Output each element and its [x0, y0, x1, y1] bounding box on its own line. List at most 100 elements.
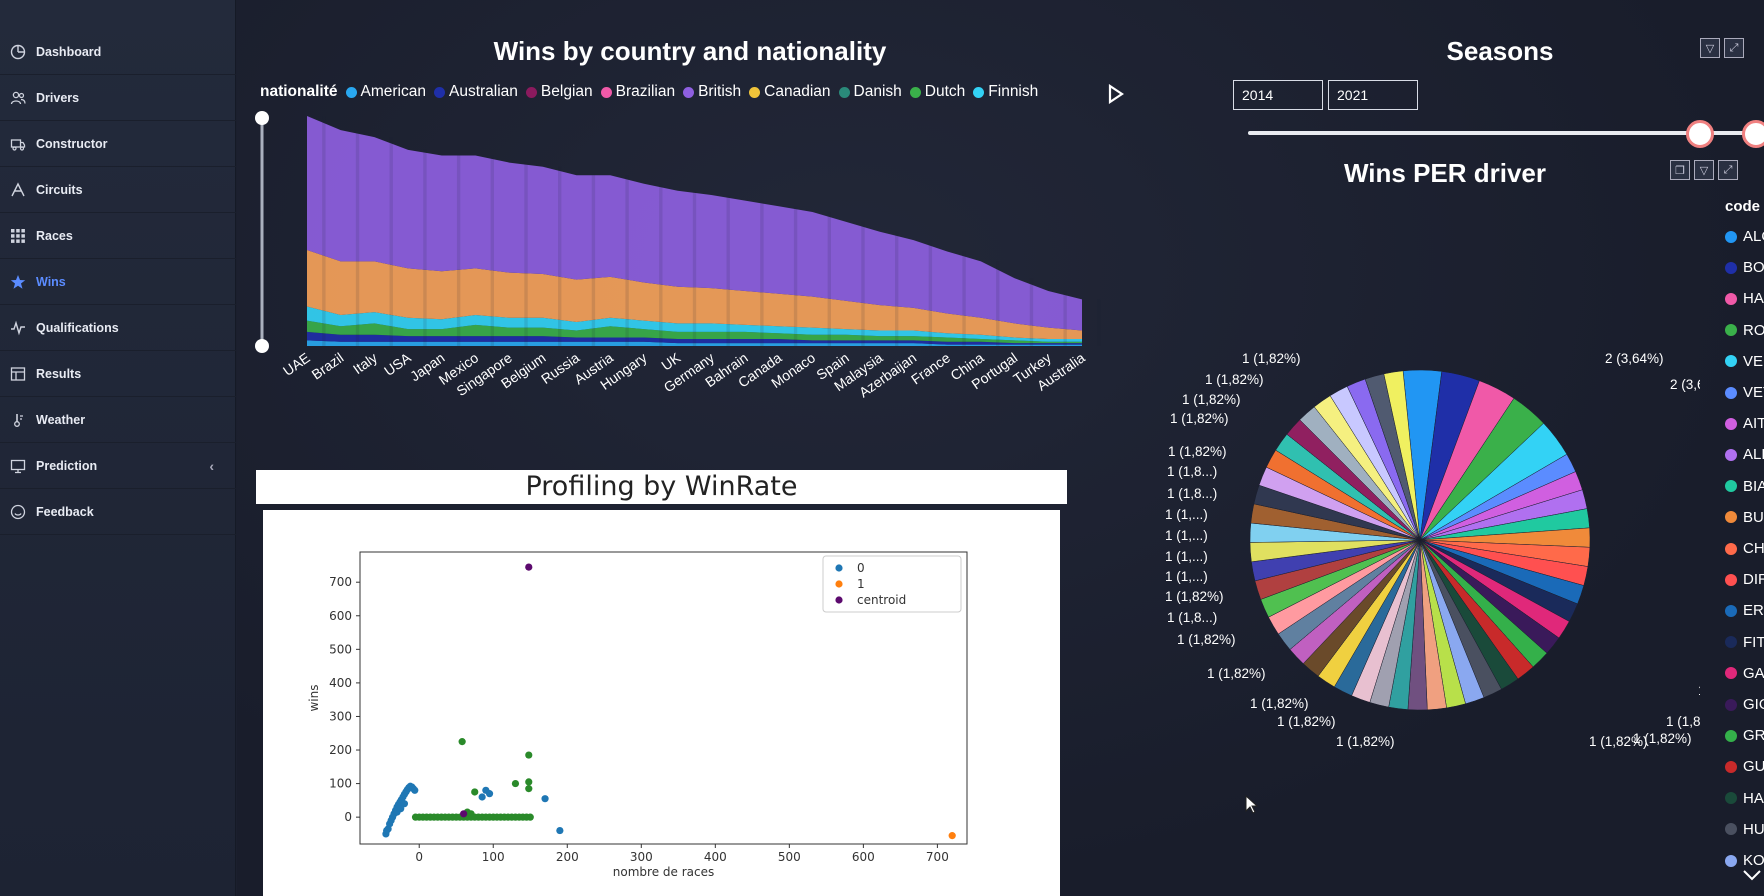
- sidebar-item-weather[interactable]: Weather: [0, 397, 236, 443]
- code-legend-item[interactable]: CHI: [1725, 540, 1764, 557]
- scatter-point: [948, 832, 956, 840]
- y-axis-label: wins: [307, 684, 321, 711]
- season-to-input[interactable]: 2021: [1328, 80, 1418, 110]
- legend-dot: [1725, 667, 1737, 680]
- area-series-british[interactable]: [307, 116, 1082, 331]
- area-series-finnish[interactable]: [307, 306, 1082, 342]
- monitor-icon: [10, 459, 26, 473]
- sidebar: Dashboard Drivers Constructor Circuits R…: [0, 0, 236, 896]
- code-legend-item[interactable]: AIT: [1725, 415, 1764, 432]
- pie-data-label: 1 (1,82%): [1182, 392, 1241, 407]
- expand-icon[interactable]: ⤢: [1724, 38, 1744, 58]
- zoom-slider-top-handle[interactable]: [255, 111, 269, 125]
- table-icon: [10, 366, 26, 381]
- legend-dot: [1725, 386, 1737, 399]
- sidebar-item-label: Qualifications: [36, 320, 119, 335]
- legend-entry-canadian[interactable]: Canadian: [749, 83, 831, 101]
- code-legend-item[interactable]: GRO: [1725, 727, 1764, 744]
- sidebar-item-results[interactable]: Results: [0, 351, 236, 397]
- code-label: GRO: [1743, 727, 1764, 745]
- area-series-australian[interactable]: [307, 331, 1082, 345]
- filter-icon[interactable]: ▽: [1700, 38, 1720, 58]
- pie-data-label: 1 (1,...): [1165, 569, 1208, 584]
- legend-dot: [749, 86, 761, 98]
- code-legend-item[interactable]: BUT: [1725, 509, 1764, 526]
- profiling-scatter-chart: 0 100 200 300 400 500 600 700 0 100 200 300 400 500 60…: [307, 551, 968, 879]
- pie-slice[interactable]: [1383, 370, 1421, 541]
- sidebar-item-drivers[interactable]: Drivers: [0, 75, 236, 121]
- pie-data-label: 1 (1,82%): [1666, 714, 1700, 729]
- sidebar-item-prediction[interactable]: Prediction ‹: [0, 443, 236, 489]
- code-legend-item[interactable]: HUL: [1725, 821, 1764, 838]
- sidebar-item-feedback[interactable]: Feedback: [0, 489, 236, 535]
- code-legend-item[interactable]: BIA: [1725, 478, 1764, 495]
- code-legend-item[interactable]: VET: [1725, 384, 1764, 401]
- zoom-slider-bottom-handle[interactable]: [255, 339, 269, 353]
- scatter-legend: [822, 555, 962, 613]
- copy-icon[interactable]: ❐: [1670, 160, 1690, 180]
- area-series-canadian-orange[interactable]: [307, 250, 1082, 339]
- pie-data-label: 1 (1,82%): [1589, 734, 1648, 749]
- sidebar-item-wins[interactable]: Wins: [0, 259, 236, 305]
- legend-entry-brazilian[interactable]: Brazilian: [600, 83, 675, 101]
- legend-entry-american[interactable]: American: [345, 83, 426, 101]
- code-legend-item[interactable]: HAM: [1725, 290, 1764, 307]
- sidebar-item-qualifications[interactable]: Qualifications: [0, 305, 236, 351]
- legend-label: Danish: [853, 83, 902, 100]
- code-legend-item[interactable]: GIO: [1725, 696, 1764, 713]
- area-series-dutch[interactable]: [307, 320, 1082, 344]
- legend-entry-british[interactable]: British: [683, 83, 741, 101]
- scroll-down-icon[interactable]: [1742, 868, 1762, 882]
- legend-entry-belgian[interactable]: Belgian: [525, 83, 593, 101]
- code-legend-item[interactable]: ERI: [1725, 602, 1764, 619]
- code-legend-item[interactable]: BOT: [1725, 259, 1764, 276]
- legend-dot: [1725, 854, 1737, 867]
- legend-entry-finnish[interactable]: Finnish: [973, 83, 1038, 101]
- code-legend-item[interactable]: ROS: [1725, 322, 1764, 339]
- sidebar-item-circuits[interactable]: Circuits: [0, 167, 236, 213]
- y-tick-label: 400: [329, 676, 352, 690]
- scatter-point: [458, 738, 466, 746]
- sidebar-item-races[interactable]: Races: [0, 213, 236, 259]
- season-from-input[interactable]: 2014: [1233, 80, 1323, 110]
- code-legend-title: code: [1725, 198, 1761, 215]
- ribbon-gap: [894, 231, 899, 346]
- code-legend-item[interactable]: DIR: [1725, 571, 1764, 588]
- ribbon-gap: [558, 166, 562, 346]
- x-tick-label: 300: [630, 850, 653, 864]
- scatter-point: [525, 563, 533, 571]
- legend-dot: [1725, 261, 1737, 274]
- pie-data-label: 1 (1,...): [1165, 549, 1208, 564]
- legend-label: Dutch: [924, 83, 966, 100]
- sidebar-item-label: Dashboard: [36, 44, 102, 59]
- code-label: HUL: [1743, 820, 1764, 838]
- code-label: BOT: [1743, 259, 1764, 277]
- chevron-left-icon[interactable]: ‹: [209, 458, 214, 474]
- season-slider-thumb-end[interactable]: [1742, 120, 1764, 148]
- ribbon-gap: [861, 221, 865, 346]
- legend-entry-australian[interactable]: Australian: [433, 83, 518, 101]
- sidebar-item-constructor[interactable]: Constructor: [0, 121, 236, 167]
- code-legend-item[interactable]: GUT: [1725, 758, 1764, 775]
- legend-entry-danish[interactable]: Danish: [838, 83, 902, 101]
- season-slider-thumb-start[interactable]: [1686, 120, 1714, 148]
- code-legend-item[interactable]: GAS: [1725, 665, 1764, 682]
- filter-icon[interactable]: ▽: [1694, 160, 1714, 180]
- code-legend-item[interactable]: HAR: [1725, 790, 1764, 807]
- sidebar-item-dashboard[interactable]: Dashboard: [0, 29, 236, 75]
- code-legend-item[interactable]: KOB: [1725, 852, 1764, 869]
- mouse-cursor-icon: [1245, 795, 1259, 814]
- expand-icon[interactable]: ⤢: [1718, 160, 1738, 180]
- sidebar-item-label: Feedback: [36, 504, 94, 519]
- code-legend-item[interactable]: FIT: [1725, 634, 1764, 651]
- play-icon[interactable]: [1108, 84, 1124, 104]
- ribbon-gap: [355, 130, 360, 346]
- season-slider-track[interactable]: [1248, 131, 1758, 135]
- code-legend-item[interactable]: VER: [1725, 353, 1764, 370]
- dashboard-icon: [10, 44, 26, 59]
- legend-label: Australian: [448, 83, 518, 100]
- code-legend-item[interactable]: ALO: [1725, 228, 1764, 245]
- code-legend-item[interactable]: ALB: [1725, 446, 1764, 463]
- legend-entry-dutch[interactable]: Dutch: [909, 83, 966, 101]
- scatter-point: [411, 786, 419, 794]
